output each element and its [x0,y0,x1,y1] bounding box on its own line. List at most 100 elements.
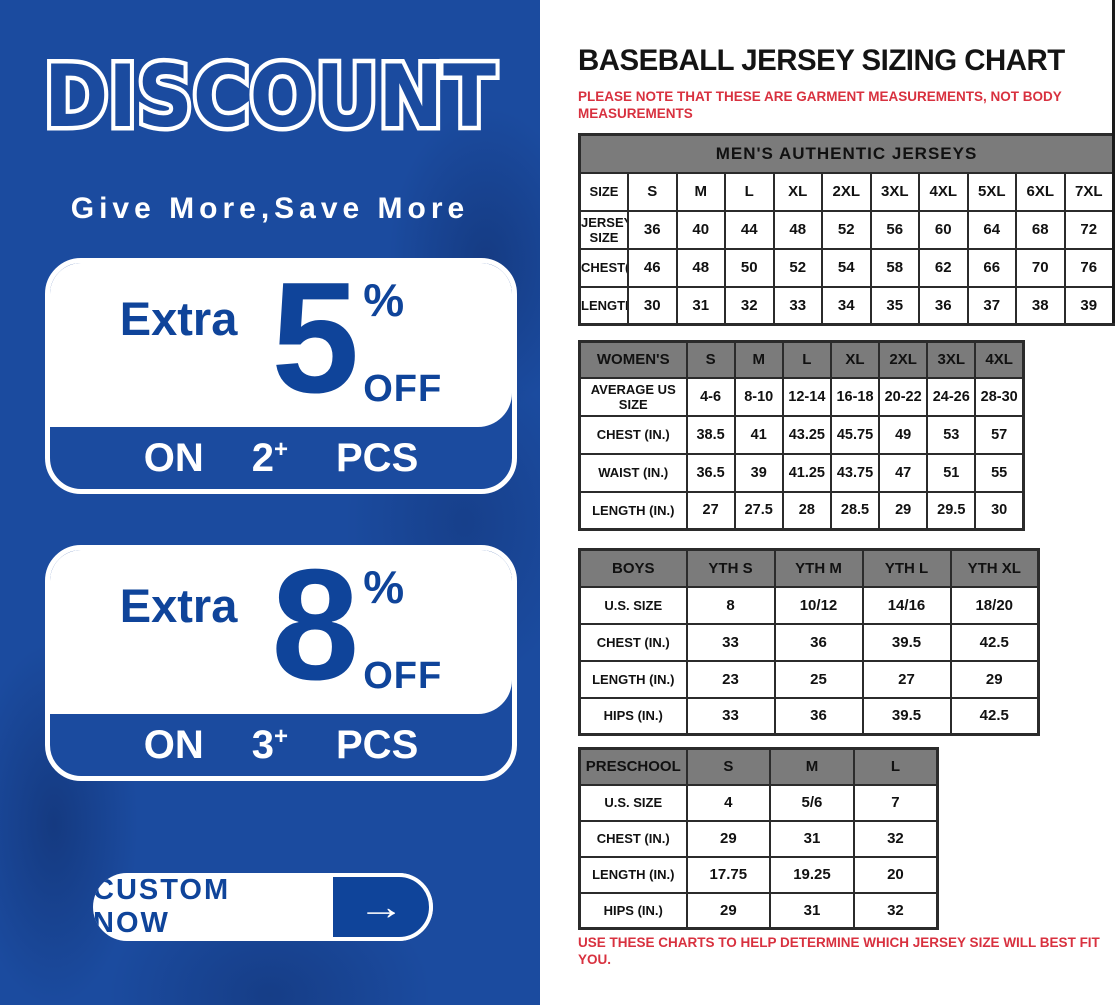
value-cell: 32 [724,285,775,326]
value-cell: 29 [685,819,772,858]
value-cell: 36 [918,285,969,326]
off-label: OFF [363,655,443,697]
value-cell: 33 [772,285,823,326]
value-cell: 46 [627,247,678,288]
value-cell: 31 [769,891,855,930]
column-header: 4XL [974,340,1025,379]
table-row: JERSEY SIZE 36 40 44 48 52 56 60 64 68 72 [578,209,1115,250]
value-cell: 64 [966,209,1017,250]
column-header: S [685,747,772,786]
value-cell: 37 [966,285,1017,326]
value-cell: 39 [1063,285,1115,326]
value-cell: 52 [821,209,872,250]
header-row: PRESCHOOL S M L [578,747,939,786]
value-cell: 54 [821,247,872,288]
value-cell: 31 [769,819,855,858]
offer-condition-band: ON 2+ PCS [50,427,512,489]
row-label: LENGTH (IN.) [578,659,688,699]
percent-off-column: % OFF [363,273,442,411]
offer-top-area: Extra 8 % OFF [50,550,512,714]
value-cell: 27 [685,490,736,531]
sizing-chart-panel: BASEBALL JERSEY SIZING CHART PLEASE NOTE… [578,0,1116,1005]
quantity-threshold: 3+ [251,722,288,767]
row-label: JERSEY SIZE [578,209,629,250]
row-label: WAIST (IN.) [578,452,688,493]
page-title: BASEBALL JERSEY SIZING CHART [578,44,1065,77]
boys-sizing-table: BOYS YTH S YTH M YTH L YTH XL U.S. SIZE 8 10/12… [578,548,1040,736]
value-cell: 29 [685,891,772,930]
value-cell: 8 [685,585,776,625]
custom-now-label: CUSTOM NOW [93,874,231,939]
value-cell: 56 [869,209,920,250]
value-cell: 45.75 [829,414,881,455]
on-label: ON [143,435,204,480]
value-cell: 16-18 [829,376,881,417]
percent-off-column: % OFF [363,560,442,698]
value-cell: 27.5 [733,490,784,531]
table-corner-label: PRESCHOOL [578,747,688,786]
percent-sign: % [363,561,405,613]
value-cell: 4-6 [685,376,736,417]
right-arrow-icon: → [357,886,405,927]
value-cell: 36 [773,622,864,662]
value-cell: 70 [1015,247,1066,288]
preschool-sizing-table: PRESCHOOL S M L U.S. SIZE 4 5/6 7 CHEST (IN.) 29 3… [578,747,939,930]
value-cell: 17.75 [685,855,772,894]
column-header: YTH M [773,548,864,588]
custom-now-button[interactable]: CUSTOM NOW → [93,873,433,941]
value-cell: 42.5 [949,622,1040,662]
offer-card-8-percent: Extra 8 % OFF ON 3+ PCS [45,545,517,781]
value-cell: 32 [852,819,939,858]
column-header: M [733,340,784,379]
row-label: AVERAGE US SIZE [578,376,688,417]
column-header: 3XL [926,340,977,379]
table-corner-label: SIZE [578,171,629,212]
column-header: 2XL [878,340,929,379]
quantity-threshold: 2+ [251,435,288,480]
value-cell: 47 [878,452,929,493]
value-cell: 50 [724,247,775,288]
column-header: 5XL [966,171,1017,212]
value-cell: 29 [878,490,929,531]
table-row: LENGTH (IN.) 27 27.5 28 28.5 29 29.5 30 [578,490,1025,531]
header-row: SIZE S M L XL 2XL 3XL 4XL 5XL 6XL 7XL [578,171,1115,212]
value-cell: 60 [918,209,969,250]
pcs-label: PCS [336,435,419,480]
table-banner: MEN'S AUTHENTIC JERSEYS [578,133,1115,174]
value-cell: 49 [878,414,929,455]
value-cell: 76 [1063,247,1115,288]
table-row: AVERAGE US SIZE 4-6 8-10 12-14 16-18 20-22 24-… [578,376,1025,417]
value-cell: 42.5 [949,696,1040,736]
on-label: ON [143,722,204,767]
value-cell: 55 [974,452,1025,493]
value-cell: 31 [675,285,726,326]
value-cell: 36.5 [685,452,736,493]
column-header: M [675,171,726,212]
column-header: XL [772,171,823,212]
column-header: S [627,171,678,212]
value-cell: 53 [926,414,977,455]
value-cell: 33 [685,622,776,662]
header-row: BOYS YTH S YTH M YTH L YTH XL [578,548,1040,588]
fit-advice-note: USE THESE CHARTS TO HELP DETERMINE WHICH… [578,935,1100,967]
value-cell: 24-26 [926,376,977,417]
value-cell: 34 [821,285,872,326]
arrow-box: → [329,873,433,941]
value-cell: 12-14 [781,376,832,417]
value-cell: 29 [949,659,1040,699]
table-row: HIPS (IN.) 33 36 39.5 42.5 [578,696,1040,736]
value-cell: 51 [926,452,977,493]
value-cell: 28 [781,490,832,531]
row-label: U.S. SIZE [578,585,688,625]
table-row: CHEST (IN.) 38.5 41 43.25 45.75 49 53 57 [578,414,1025,455]
value-cell: 18/20 [949,585,1040,625]
column-header: 2XL [821,171,872,212]
column-header: 6XL [1015,171,1066,212]
column-header: YTH S [685,548,776,588]
value-cell: 36 [773,696,864,736]
value-cell: 72 [1063,209,1115,250]
table-row: CHEST (IN.) 33 36 39.5 42.5 [578,622,1040,662]
table-row: U.S. SIZE 4 5/6 7 [578,783,939,822]
value-cell: 66 [966,247,1017,288]
